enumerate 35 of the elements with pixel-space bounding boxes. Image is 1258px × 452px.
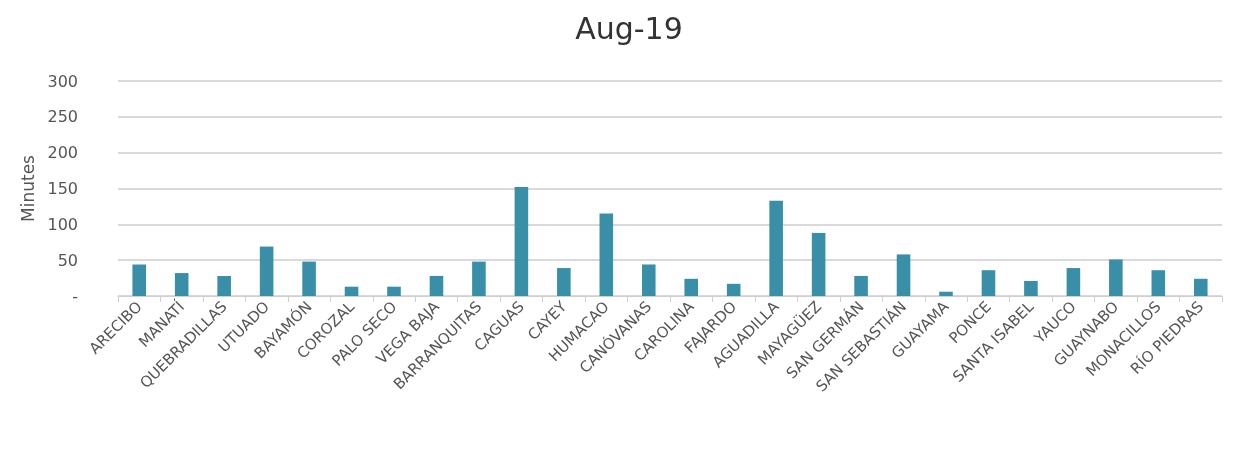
bar [684, 278, 699, 296]
bar [896, 254, 911, 296]
bar [1193, 278, 1208, 296]
y-tick-label: 300 [47, 71, 78, 91]
y-tick-label: - [72, 286, 78, 306]
bar [472, 261, 486, 296]
bar [641, 264, 656, 296]
y-tick-label: 250 [47, 107, 78, 127]
y-tick-label: 150 [47, 179, 78, 198]
bar [811, 232, 826, 296]
bar [1151, 270, 1166, 296]
bar [557, 268, 571, 296]
y-axis-title: Minutes [18, 154, 39, 222]
bar [769, 200, 783, 296]
bar [1109, 259, 1123, 296]
bar [217, 275, 231, 296]
bar [854, 275, 868, 296]
y-tick-label: 200 [47, 143, 78, 163]
bar [132, 264, 147, 296]
bar [1066, 268, 1081, 296]
y-tick-label: 100 [47, 214, 78, 234]
bar [514, 187, 529, 296]
bar [344, 286, 359, 296]
bar [259, 246, 274, 296]
bar [1024, 280, 1038, 296]
bar [174, 273, 189, 296]
bar [429, 275, 444, 296]
bar [599, 213, 614, 296]
bar [387, 286, 401, 296]
chart-title: Aug-19 [575, 10, 683, 46]
bar [302, 261, 316, 296]
bar [939, 291, 953, 296]
bar [726, 283, 741, 296]
y-tick-label: 50 [57, 250, 78, 270]
bar [981, 270, 996, 296]
